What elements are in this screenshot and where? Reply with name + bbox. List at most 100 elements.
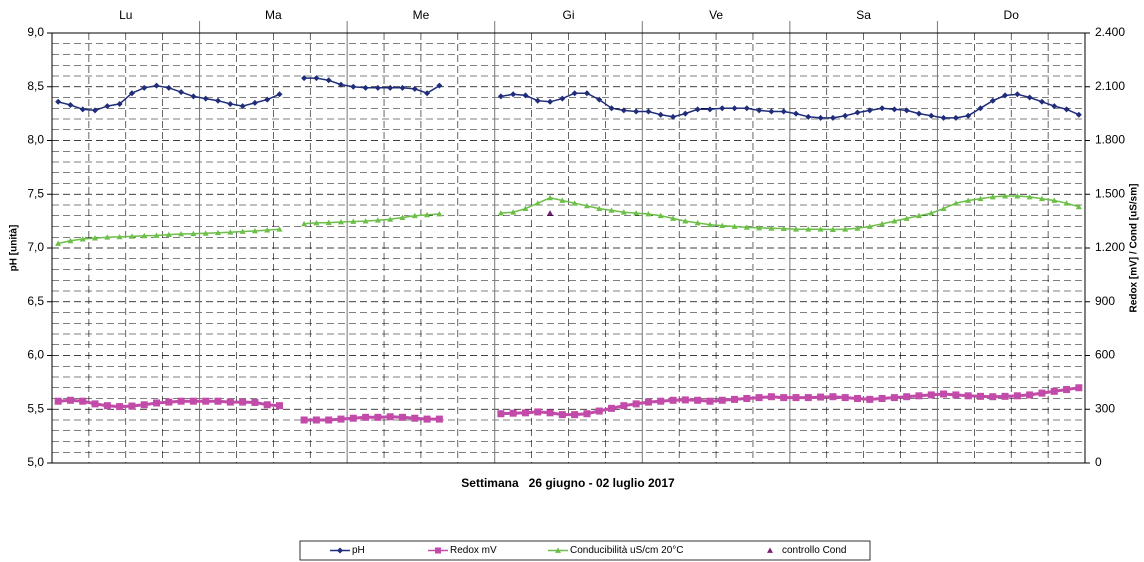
category-label: Gi (563, 8, 575, 22)
data-point (116, 403, 124, 411)
data-point (718, 396, 726, 404)
data-point (140, 401, 148, 409)
data-point (645, 108, 652, 115)
data-point (1026, 391, 1034, 399)
data-point (1013, 392, 1021, 400)
data-point (620, 209, 627, 215)
data-point (276, 91, 283, 98)
data-point (571, 90, 578, 97)
data-point (1014, 193, 1021, 199)
data-point (547, 194, 554, 201)
data-point (251, 227, 258, 234)
data-point (522, 205, 529, 211)
data-point (153, 399, 161, 407)
data-point (1038, 98, 1045, 105)
data-point (276, 402, 284, 410)
data-point (595, 407, 603, 415)
data-point (547, 98, 554, 105)
data-point (952, 114, 959, 121)
data-point (251, 398, 259, 406)
data-point (226, 398, 234, 406)
data-point (104, 234, 111, 240)
y-tick-label: 7,0 (27, 240, 44, 254)
category-label: Me (413, 8, 430, 22)
data-point (903, 393, 911, 401)
data-point (571, 411, 579, 419)
data-point (399, 84, 406, 91)
data-point (608, 404, 616, 412)
data-point (879, 105, 886, 112)
data-point (756, 107, 763, 114)
data-point (66, 396, 74, 404)
data-point (522, 92, 529, 99)
data-point (571, 200, 578, 206)
data-point (682, 218, 689, 224)
data-point (398, 413, 406, 421)
data-point (841, 394, 849, 402)
data-point (79, 106, 86, 113)
data-point (411, 212, 418, 219)
data-point (534, 97, 541, 104)
data-point (153, 82, 160, 89)
data-point (755, 394, 763, 402)
data-point (989, 193, 996, 200)
data-point (546, 409, 554, 417)
data-point (411, 85, 418, 92)
data-point (694, 106, 701, 113)
data-point (214, 397, 222, 405)
y-tick-label: 8,5 (27, 79, 44, 93)
data-point (817, 114, 824, 121)
y2-tick-label: 1.200 (1095, 240, 1125, 254)
category-label: Sa (856, 8, 871, 22)
data-point (743, 395, 751, 402)
data-point (891, 106, 898, 113)
data-point (965, 197, 972, 203)
legend-label: controllo Cond (782, 545, 846, 556)
data-point (596, 96, 603, 103)
legend-label: Redox mV (450, 545, 497, 556)
data-point (977, 105, 984, 112)
data-point (965, 112, 972, 119)
legend-marker (337, 547, 343, 554)
data-point (436, 210, 443, 217)
data-point (1051, 103, 1058, 110)
data-point (141, 232, 148, 239)
data-point (633, 210, 640, 216)
data-point (497, 93, 504, 100)
data-point (743, 105, 750, 112)
data-point (780, 394, 788, 402)
data-point (657, 111, 664, 118)
y2-tick-label: 1.500 (1095, 186, 1125, 200)
data-point (854, 109, 861, 116)
data-point (301, 75, 308, 82)
data-point (190, 230, 197, 237)
data-point (1050, 387, 1058, 395)
data-point (116, 233, 123, 240)
data-point (915, 212, 922, 219)
data-point (1002, 193, 1009, 199)
data-point (215, 97, 222, 104)
data-point (337, 219, 344, 225)
data-point (153, 232, 160, 238)
data-point (780, 108, 787, 115)
data-point (1002, 92, 1009, 99)
data-point (165, 231, 172, 237)
y-axis-title: pH [unità] (9, 225, 20, 272)
data-point (928, 112, 935, 119)
data-point (55, 240, 62, 246)
x-axis-title: Settimana 26 giugno - 02 luglio 2017 (461, 476, 675, 490)
data-point (116, 100, 123, 107)
data-point (768, 225, 775, 231)
data-point (940, 205, 947, 211)
data-point (940, 114, 947, 121)
data-point (423, 415, 431, 423)
legend-marker (435, 547, 441, 554)
data-point (509, 409, 517, 417)
data-point (165, 398, 173, 406)
data-point (337, 415, 345, 423)
data-point (55, 98, 62, 105)
data-point (103, 402, 111, 410)
data-point (67, 237, 74, 244)
data-point (952, 391, 960, 399)
